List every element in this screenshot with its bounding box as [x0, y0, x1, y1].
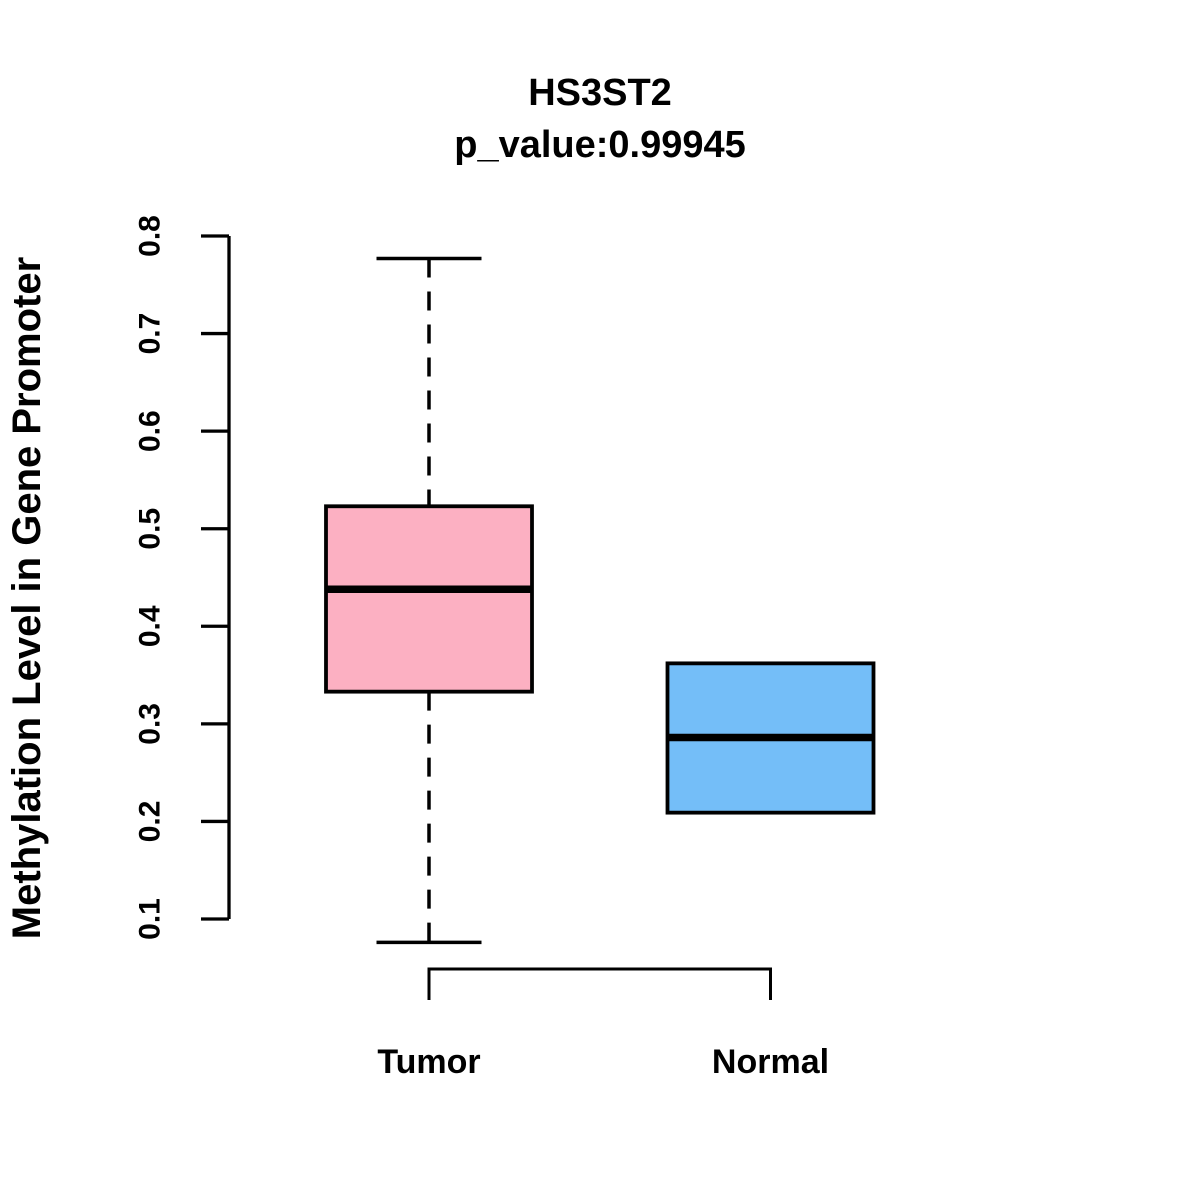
y-axis-tick-label: 0.4: [134, 605, 167, 647]
chart-subtitle: p_value:0.99945: [454, 124, 746, 166]
y-axis-tick-label: 0.8: [134, 215, 167, 257]
x-axis-bracket: [427, 967, 772, 1000]
chart-title: HS3ST2: [528, 72, 672, 114]
category-label-normal: Normal: [712, 1043, 829, 1081]
y-axis-tick-label: 0.1: [134, 898, 167, 940]
y-axis-tick-label: 0.6: [134, 410, 167, 452]
y-axis-tick-label: 0.2: [134, 801, 167, 843]
y-axis-tick-label: 0.7: [134, 313, 167, 355]
category-label-tumor: Tumor: [377, 1043, 480, 1081]
y-axis-tick-label: 0.5: [134, 508, 167, 550]
y-axis-tick-label: 0.3: [134, 703, 167, 745]
box-tumor: [324, 504, 534, 694]
